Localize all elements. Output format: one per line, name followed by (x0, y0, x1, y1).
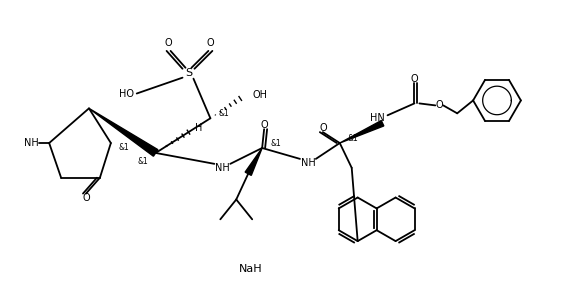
Text: NH: NH (24, 138, 39, 148)
Text: O: O (411, 74, 418, 84)
Text: O: O (260, 120, 268, 130)
Text: H: H (195, 123, 203, 133)
Text: NH: NH (215, 163, 230, 173)
Text: &1: &1 (270, 138, 281, 148)
Text: O: O (206, 38, 214, 48)
Text: O: O (319, 123, 327, 133)
Text: NH: NH (300, 158, 316, 168)
Text: &1: &1 (138, 157, 148, 166)
Text: &1: &1 (218, 109, 229, 118)
Text: HN: HN (370, 113, 385, 123)
Text: &1: &1 (119, 143, 129, 151)
Text: S: S (185, 68, 192, 78)
Text: O: O (436, 100, 443, 110)
Text: OH: OH (252, 91, 267, 101)
Polygon shape (245, 148, 262, 176)
Text: HO: HO (119, 88, 134, 98)
Polygon shape (340, 121, 384, 143)
Text: O: O (165, 38, 172, 48)
Text: O: O (82, 193, 90, 203)
Text: &1: &1 (348, 133, 358, 143)
Polygon shape (89, 108, 158, 156)
Text: NaH: NaH (238, 264, 262, 274)
